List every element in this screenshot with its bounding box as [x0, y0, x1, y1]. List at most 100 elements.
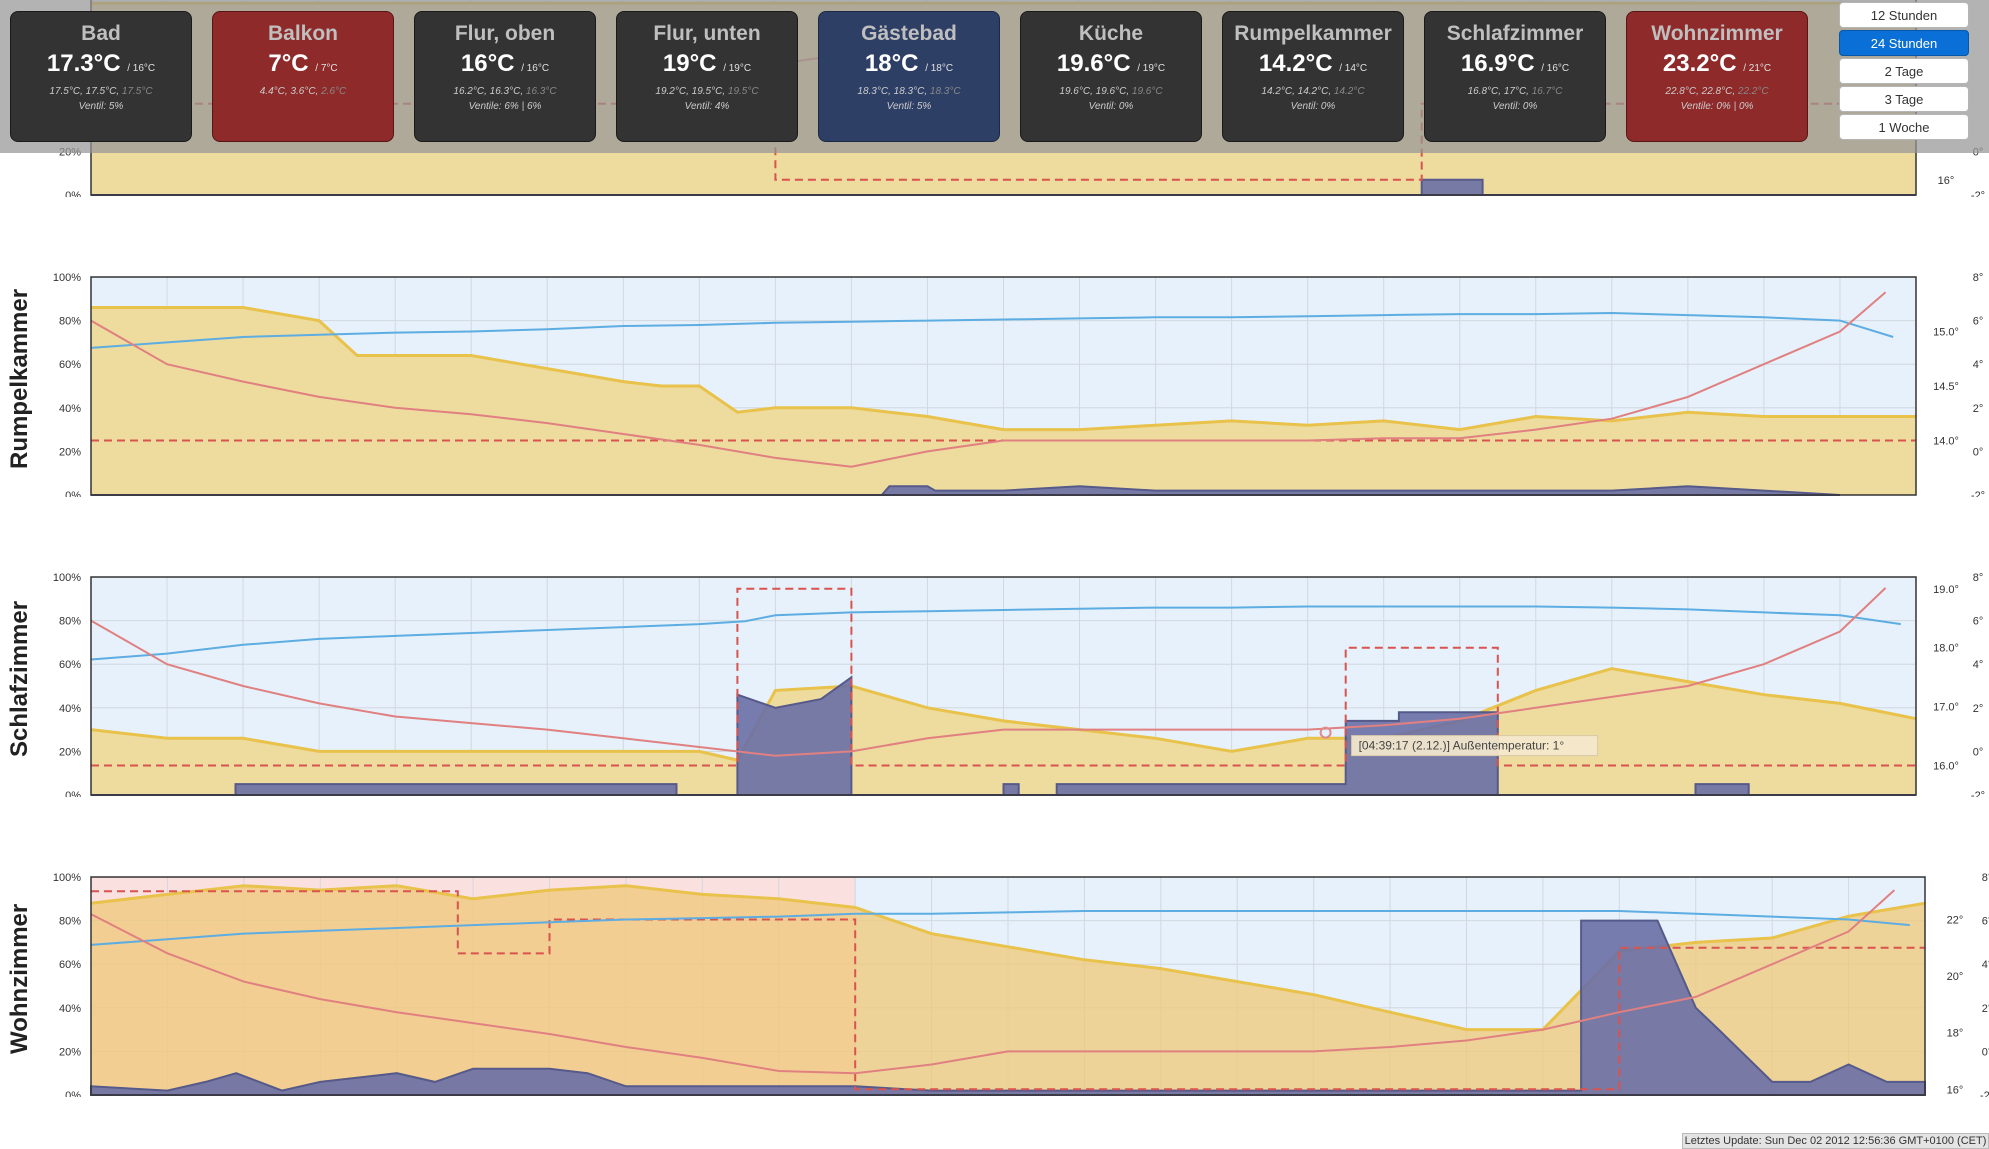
- room-temperature: 7°C / 7°C: [268, 50, 338, 77]
- y-tick-label: 100%: [53, 872, 81, 884]
- room-recent-readings: 22.8°C, 22.8°C, 22.2°C: [1665, 86, 1769, 97]
- room-name: Rumpelkammer: [1234, 22, 1392, 45]
- outside-temperature-axis-label: 0°: [1973, 746, 1984, 758]
- temperature-line: [90, 910, 1910, 946]
- room-temperature: 16°C / 16°C: [460, 50, 550, 77]
- room-card[interactable]: Wohnzimmer 23.2°C / 21°C 22.8°C, 22.8°C, 2…: [1626, 11, 1808, 142]
- room-name: Gästebad: [861, 22, 957, 45]
- outside-temperature-line: [90, 291, 1887, 468]
- y-tick-label: 0%: [65, 490, 81, 497]
- chart-rumpelkammer-svg: 12:0013:0014:0015:0016:0017:0018:0019:00…: [53, 272, 1985, 497]
- target-temperature-line: [91, 890, 1925, 1091]
- range-button[interactable]: 1 Woche: [1839, 114, 1969, 140]
- room-name: Bad: [81, 22, 121, 45]
- temperature-axis-label: 16.0°: [1933, 761, 1959, 773]
- room-card[interactable]: Küche 19.6°C / 19°C 19.6°C, 19.6°C, 19.6°C…: [1020, 11, 1202, 142]
- tooltip-point: [1319, 726, 1332, 739]
- room-target-temperature: / 16°C: [1541, 63, 1570, 74]
- y-tick-label: 100%: [53, 272, 81, 284]
- room-name: Flur, unten: [653, 22, 761, 45]
- room-target-temperature: / 21°C: [1743, 63, 1772, 74]
- outside-temperature-axis-label: 6°: [1973, 616, 1984, 628]
- y-tick-label: 20%: [59, 446, 81, 458]
- temperature-axis-label: 16°: [1938, 175, 1955, 187]
- outside-temperature-axis-label: 6°: [1973, 316, 1984, 328]
- temperature-axis-label: 19.0°: [1933, 584, 1959, 596]
- outside-temperature-axis-label: -2°: [1971, 190, 1985, 197]
- temperature-axis-label: 17.0°: [1933, 702, 1959, 714]
- temperature-line: [90, 605, 1901, 661]
- room-valve: Ventile: 6% | 6%: [468, 101, 542, 112]
- y-tick-label: 60%: [59, 659, 81, 671]
- outside-temperature-axis-label: -2°: [1971, 790, 1985, 797]
- outside-temperature-axis-label: 2°: [1973, 703, 1984, 715]
- chart-wohnzimmer: Wohnzimmer 12:0013:0014:0015:0016:0017:0…: [0, 847, 1989, 1097]
- chart-schlafzimmer: Schlafzimmer 12:0013:0014:0015:0016:0017…: [0, 547, 1989, 797]
- room-target-temperature: / 19°C: [723, 63, 752, 74]
- temperature-axis-label: 15.0°: [1933, 327, 1959, 339]
- plot-border: [90, 576, 1917, 796]
- room-target-temperature: / 14°C: [1339, 63, 1368, 74]
- room-status-header: Bad 17.3°C / 16°C 17.5°C, 17.5°C, 17.5°C Ve…: [0, 0, 1989, 153]
- y-tick-label: 40%: [59, 403, 81, 415]
- room-recent-readings: 14.2°C, 14.2°C, 14.2°C: [1261, 86, 1365, 97]
- outside-temperature-axis-label: 2°: [1973, 403, 1984, 415]
- last-update-status: Letztes Update: Sun Dec 02 2012 12:56:36…: [1682, 1133, 1989, 1149]
- temperature-line: [90, 311, 1894, 349]
- y-tick-label: 0%: [65, 790, 81, 797]
- room-valve: Ventil: 0%: [1290, 101, 1336, 112]
- room-card[interactable]: Rumpelkammer 14.2°C / 14°C 14.2°C, 14.2°C,…: [1222, 11, 1404, 142]
- room-card[interactable]: Balkon 7°C / 7°C 4.4°C, 3.6°C, 2.6°C: [212, 11, 394, 142]
- outside-temperature-axis-label: 8°: [1973, 572, 1984, 584]
- outside-temperature-axis-label: -2°: [1971, 490, 1985, 497]
- room-card[interactable]: Flur, oben 16°C / 16°C 16.2°C, 16.3°C, 16.…: [414, 11, 596, 142]
- y-tick-label: 20%: [59, 1046, 81, 1058]
- temperature-axis-label: 14.5°: [1933, 381, 1959, 393]
- room-card[interactable]: Schlafzimmer 16.9°C / 16°C 16.8°C, 17°C, 1…: [1424, 11, 1606, 142]
- room-recent-readings: 18.3°C, 18.3°C, 18.3°C: [857, 86, 961, 97]
- room-valve: Ventil: 5%: [886, 101, 932, 112]
- y-tick-label: 40%: [59, 1003, 81, 1015]
- room-name: Balkon: [267, 22, 338, 45]
- outside-temperature-axis-label: 4°: [1973, 359, 1984, 371]
- room-valve: Ventil: 5%: [78, 101, 124, 112]
- chart-wohnzimmer-svg: 12:0013:0014:0015:0016:0017:0018:0019:00…: [53, 872, 1989, 1097]
- outside-temperature-line: [90, 587, 1887, 757]
- room-target-temperature: / 18°C: [925, 63, 954, 74]
- range-button[interactable]: 12 Stunden: [1839, 2, 1969, 28]
- range-button[interactable]: 2 Tage: [1839, 58, 1969, 84]
- plot-border: [90, 876, 1926, 1096]
- tooltip-box: [1351, 735, 1599, 757]
- room-temperature: 18°C / 18°C: [864, 50, 954, 77]
- room-name: Küche: [1078, 22, 1144, 45]
- range-button[interactable]: 3 Tage: [1839, 86, 1969, 112]
- humidity-line: [90, 667, 1917, 762]
- room-temperature: 17.3°C / 16°C: [46, 50, 156, 77]
- room-target-temperature: / 16°C: [521, 63, 550, 74]
- y-tick-label: 0%: [65, 190, 81, 197]
- room-valve: Ventil: 4%: [684, 101, 730, 112]
- room-recent-readings: 17.5°C, 17.5°C, 17.5°C: [49, 86, 153, 97]
- room-valve: Ventil: 0%: [1492, 101, 1538, 112]
- room-target-temperature: / 16°C: [127, 63, 156, 74]
- range-button[interactable]: 24 Stunden: [1839, 30, 1969, 56]
- room-recent-readings: 4.4°C, 3.6°C, 2.6°C: [259, 86, 347, 97]
- temperature-axis-label: 14.0°: [1933, 436, 1959, 448]
- room-valve: Ventil: 0%: [1088, 101, 1134, 112]
- y-tick-label: 40%: [59, 703, 81, 715]
- room-name: Flur, oben: [454, 22, 556, 45]
- y-tick-label: 60%: [59, 959, 81, 971]
- room-temperature: 19.6°C / 19°C: [1056, 50, 1166, 77]
- room-target-temperature: / 19°C: [1137, 63, 1166, 74]
- room-recent-readings: 19.6°C, 19.6°C, 19.6°C: [1059, 86, 1163, 97]
- tooltip-text: [04:39:17 (2.12.)] Außentemperatur: 1°: [1359, 739, 1565, 753]
- room-card[interactable]: Bad 17.3°C / 16°C 17.5°C, 17.5°C, 17.5°C Ve…: [10, 11, 192, 142]
- room-temperature: 23.2°C / 21°C: [1662, 50, 1772, 77]
- temperature-axis-label: 20°: [1947, 971, 1964, 983]
- room-card[interactable]: Flur, unten 19°C / 19°C 19.2°C, 19.5°C, 19…: [616, 11, 798, 142]
- room-card[interactable]: Gästebad 18°C / 18°C 18.3°C, 18.3°C, 18.3°…: [818, 11, 1000, 142]
- outside-temperature-axis-label: 2°: [1982, 1003, 1989, 1015]
- y-tick-label: 60%: [59, 359, 81, 371]
- temperature-axis-label: 18°: [1947, 1028, 1964, 1040]
- outside-temperature-axis-label: 0°: [1982, 1046, 1989, 1058]
